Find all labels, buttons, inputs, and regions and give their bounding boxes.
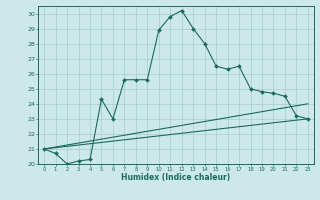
X-axis label: Humidex (Indice chaleur): Humidex (Indice chaleur) [121, 173, 231, 182]
